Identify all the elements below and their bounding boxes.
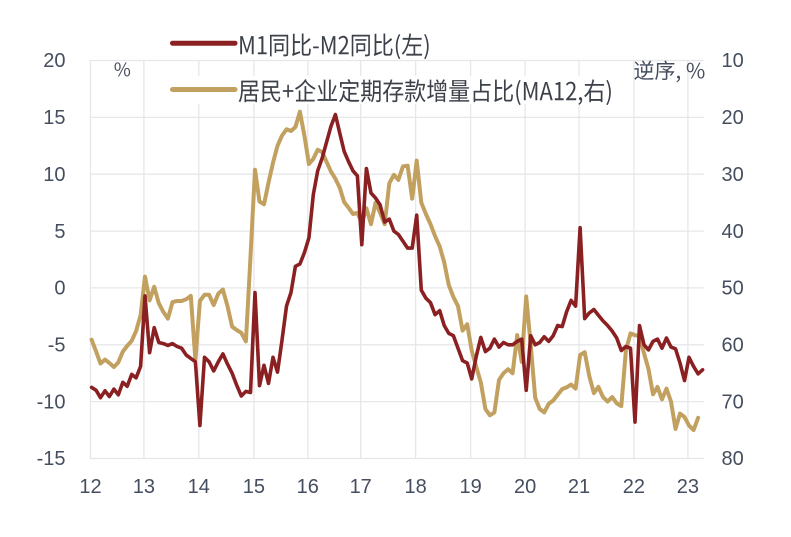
svg-text:18: 18 (404, 476, 426, 498)
svg-text:23: 23 (677, 476, 699, 498)
svg-text:12: 12 (79, 476, 101, 498)
svg-text:30: 30 (722, 164, 744, 186)
svg-text:20: 20 (722, 107, 744, 129)
svg-text:80: 80 (722, 448, 744, 470)
svg-text:70: 70 (722, 391, 744, 413)
svg-text:20: 20 (514, 476, 536, 498)
svg-text:17: 17 (350, 476, 372, 498)
svg-text:15: 15 (43, 107, 65, 129)
svg-text:40: 40 (722, 221, 744, 243)
svg-text:20: 20 (43, 50, 65, 72)
svg-text:-15: -15 (37, 448, 66, 470)
svg-text:10: 10 (722, 50, 744, 72)
svg-text:-5: -5 (48, 335, 66, 357)
svg-text:13: 13 (133, 476, 155, 498)
svg-text:10: 10 (43, 164, 65, 186)
svg-text:50: 50 (722, 278, 744, 300)
svg-text:16: 16 (297, 476, 319, 498)
svg-text:19: 19 (459, 476, 481, 498)
svg-text:-10: -10 (37, 391, 66, 413)
svg-text:5: 5 (54, 221, 65, 243)
svg-text:22: 22 (623, 476, 645, 498)
svg-text:21: 21 (568, 476, 590, 498)
svg-text:0: 0 (54, 278, 65, 300)
svg-text:15: 15 (243, 476, 265, 498)
svg-text:60: 60 (722, 335, 744, 357)
svg-text:14: 14 (188, 476, 210, 498)
